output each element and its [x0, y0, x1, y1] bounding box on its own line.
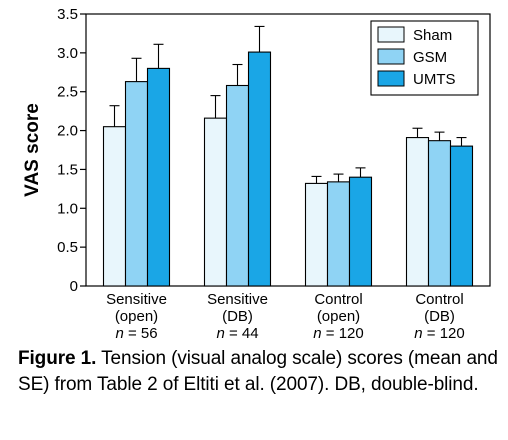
caption-text: Tension (visual analog scale) scores (me… — [18, 348, 498, 395]
plot-frame — [85, 13, 491, 287]
category-label: Sensitive — [106, 291, 167, 308]
category-sublabel: (open) — [317, 308, 360, 325]
chart: 0 0.5 1.0 1.5 2.0 2.5 3.0 3.5 VAS score Sensitive… — [22, 6, 491, 342]
y-tick-label: 3.0 — [57, 45, 78, 62]
legend-label-sham: Sham — [413, 27, 452, 44]
legend-swatch-umts — [377, 70, 405, 87]
bar-umts — [348, 176, 373, 287]
sample-size-label: n = 120 — [414, 325, 464, 342]
caption-label: Figure 1. — [18, 348, 97, 369]
bar-umts — [146, 67, 171, 287]
bar-sham — [304, 182, 329, 287]
bar-sham — [203, 117, 228, 287]
legend-label-umts: UMTS — [413, 71, 456, 88]
bar-umts — [247, 51, 272, 287]
sample-size-label: n = 56 — [115, 325, 157, 342]
y-tick-label: 1.5 — [57, 161, 78, 178]
bar-sham — [405, 137, 430, 287]
y-tick-label: 0 — [70, 278, 78, 295]
category-label: Sensitive — [207, 291, 268, 308]
legend-swatch-gsm — [377, 48, 405, 65]
category-sublabel: (open) — [115, 308, 158, 325]
y-tick-label: 0.5 — [57, 239, 78, 256]
bar-chart: 0 0.5 1.0 1.5 2.0 2.5 3.0 3.5 VAS score Sensitive… — [22, 6, 491, 342]
figure-caption: Figure 1. Tension (visual analog scale) … — [18, 346, 500, 398]
bar-gsm — [225, 84, 250, 287]
category-sublabel: (DB) — [424, 308, 455, 325]
y-axis-label: VAS score — [22, 103, 43, 197]
sample-size-label: n = 120 — [313, 325, 363, 342]
category-label: Control — [415, 291, 463, 308]
bar-gsm — [124, 81, 149, 287]
sample-size-label: n = 44 — [216, 325, 258, 342]
category-sublabel: (DB) — [222, 308, 253, 325]
y-tick-label: 2.5 — [57, 84, 78, 101]
legend-swatch-sham — [377, 26, 405, 43]
category-label: Control — [314, 291, 362, 308]
bar-sham — [102, 126, 127, 287]
legend-label-gsm: GSM — [413, 49, 447, 66]
bar-gsm — [427, 140, 452, 287]
y-tick-label: 3.5 — [57, 6, 78, 23]
bar-umts — [449, 145, 474, 287]
bar-gsm — [326, 181, 351, 287]
y-tick-label: 1.0 — [57, 200, 78, 217]
y-tick-label: 2.0 — [57, 123, 78, 140]
